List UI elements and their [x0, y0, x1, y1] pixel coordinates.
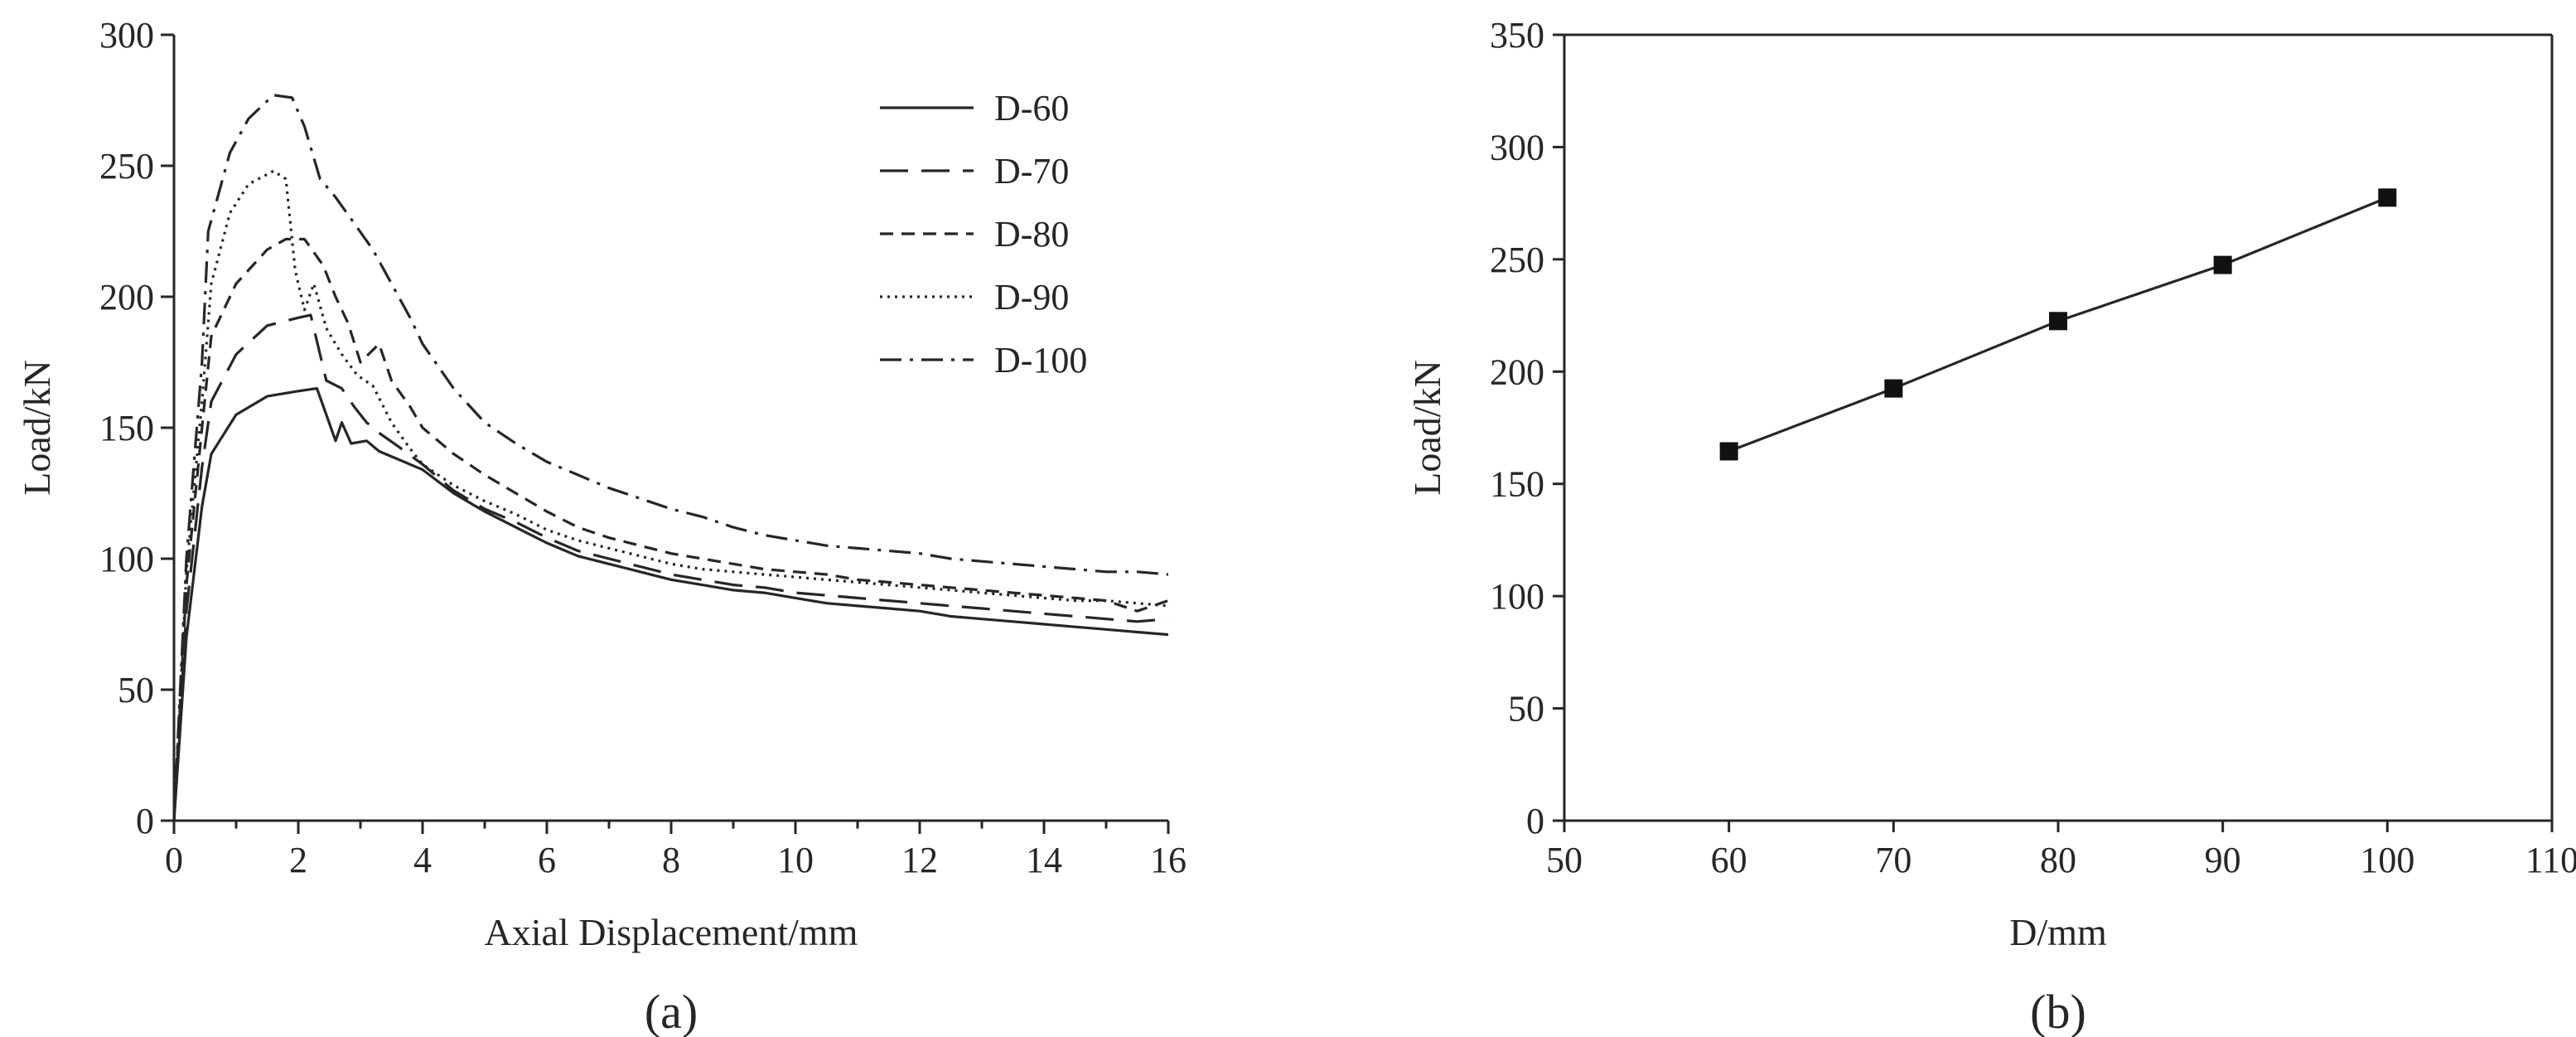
panel-a-y-axis-title: Load/kN: [16, 360, 58, 496]
data-point-marker: [2378, 188, 2397, 207]
series-line-d-100: [172, 94, 1169, 821]
series-line-d-80: [172, 237, 1169, 821]
x-tick-label: 60: [1711, 840, 1747, 880]
data-point-marker: [2049, 312, 2067, 331]
panel-a-chart: 0 2 4 6 8 10 12 14 16 0 50 100 150 200 250 300 Axial Di…: [16, 15, 1187, 1037]
panel-a-series-lines: [172, 94, 1169, 821]
x-tick-label: 0: [165, 840, 183, 880]
panel-a-x-axis-title: Axial Displacement/mm: [485, 911, 858, 953]
x-tick-label: 8: [662, 840, 680, 880]
panel-b-x-axis-title: D/mm: [2009, 911, 2107, 953]
y-tick-label: 250: [99, 146, 154, 187]
y-tick-label: 300: [1490, 127, 1544, 167]
y-tick-label: 100: [1490, 576, 1544, 617]
y-tick-label: 50: [1508, 689, 1544, 729]
panel-a-ticks: 0 2 4 6 8 10 12 14 16 0 50 100 150 200 250 300: [99, 15, 1187, 880]
y-tick-label: 350: [1490, 15, 1544, 56]
x-tick-label: 100: [2360, 840, 2414, 880]
x-tick-label: 16: [1150, 840, 1187, 880]
y-tick-label: 250: [1490, 240, 1544, 280]
x-tick-label: 12: [901, 840, 938, 880]
series-line-d-90: [172, 169, 1169, 821]
x-tick-label: 14: [1026, 840, 1062, 880]
x-tick-label: 6: [538, 840, 556, 880]
y-tick-label: 100: [99, 539, 154, 579]
series-line-d-60: [172, 387, 1169, 821]
x-tick-label: 80: [2040, 840, 2076, 880]
x-tick-label: 90: [2205, 840, 2241, 880]
x-tick-label: 10: [777, 840, 814, 880]
x-tick-label: 4: [413, 840, 432, 880]
legend-label-d-70: D-70: [994, 151, 1069, 191]
x-tick-label: 50: [1546, 840, 1583, 880]
data-point-marker: [1719, 442, 1738, 461]
legend-label-d-90: D-90: [994, 277, 1069, 317]
data-point-marker: [1884, 379, 1903, 398]
y-tick-label: 0: [136, 801, 154, 841]
panel-a-label: (a): [645, 985, 698, 1037]
y-tick-label: 200: [1490, 351, 1544, 392]
panel-b-y-axis-title: Load/kN: [1406, 360, 1448, 496]
panel-b-axes: [1563, 33, 2554, 822]
legend-label-d-100: D-100: [994, 340, 1087, 380]
legend-label-d-60: D-60: [994, 88, 1069, 128]
legend-label-d-80: D-80: [994, 214, 1069, 254]
x-tick-label: 70: [1875, 840, 1911, 880]
y-tick-label: 0: [1526, 801, 1544, 841]
x-tick-label: 110: [2525, 840, 2576, 880]
y-tick-label: 150: [99, 408, 154, 448]
y-tick-label: 150: [1490, 464, 1544, 505]
y-tick-label: 300: [99, 15, 154, 56]
panel-b-label: (b): [2030, 985, 2086, 1037]
x-tick-label: 2: [289, 840, 307, 880]
panel-a-legend: D-60 D-70 D-80 D-90 D-100: [880, 88, 1087, 380]
data-point-marker: [2213, 255, 2232, 274]
panel-b-markers: [1719, 188, 2397, 461]
series-line-d-70: [172, 313, 1169, 821]
y-tick-label: 200: [99, 277, 154, 317]
y-tick-label: 50: [118, 670, 154, 710]
